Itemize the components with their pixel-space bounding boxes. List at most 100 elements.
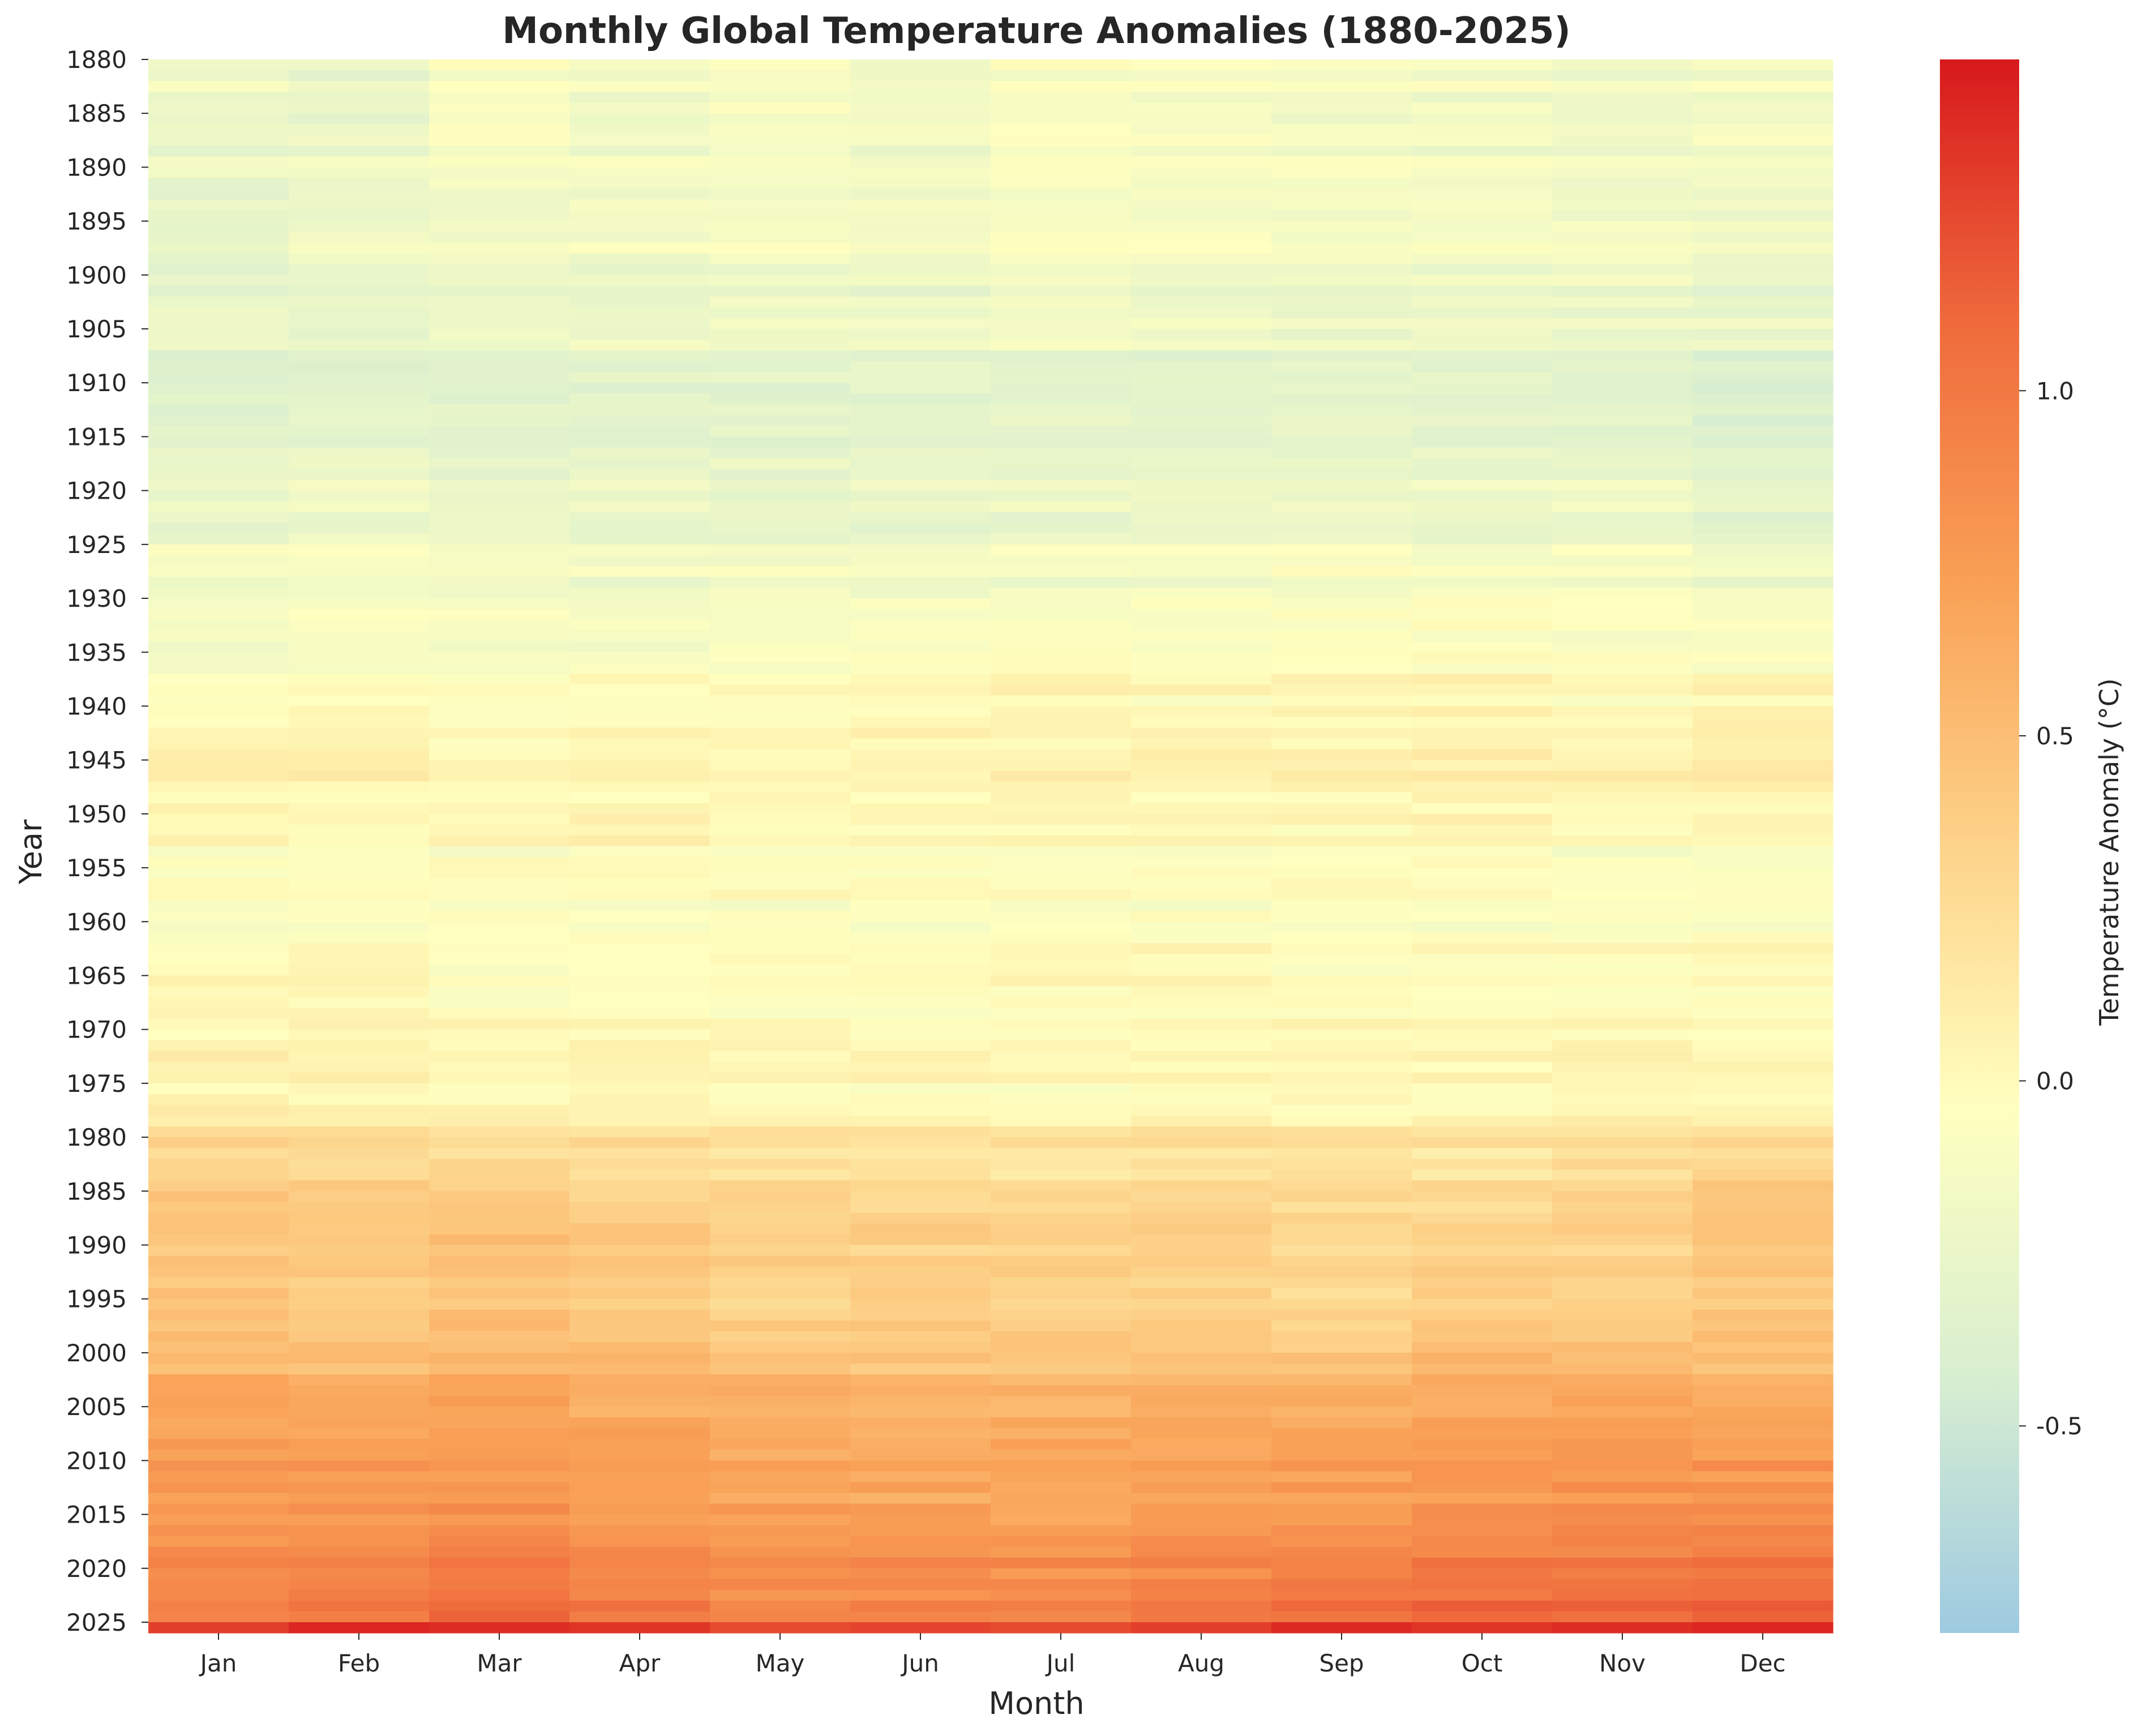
heatmap-cell: [1693, 1309, 1833, 1321]
heatmap-cell: [289, 1568, 430, 1580]
y-axis-ticks: 1880188518901895190019051910191519201925…: [66, 46, 148, 1636]
heatmap-cell: [1693, 102, 1833, 114]
heatmap-cell: [991, 997, 1132, 1009]
heatmap-cell: [1271, 1439, 1412, 1450]
heatmap-cell: [148, 479, 289, 491]
heatmap-cell: [289, 1298, 430, 1310]
heatmap-cell: [429, 178, 570, 190]
heatmap-cell: [1271, 340, 1412, 351]
heatmap-cell: [1693, 1589, 1833, 1601]
heatmap-cell: [569, 1589, 710, 1601]
heatmap-cell: [569, 813, 710, 825]
heatmap-cell: [569, 1212, 710, 1224]
heatmap-cell: [289, 232, 430, 243]
heatmap-cell: [710, 1234, 851, 1246]
chart-title: Monthly Global Temperature Anomalies (18…: [502, 10, 1571, 52]
heatmap-cell: [429, 1094, 570, 1105]
heatmap-cell: [710, 188, 851, 200]
heatmap-cell: [1552, 285, 1693, 297]
heatmap-cell: [1552, 1298, 1693, 1310]
heatmap-cell: [1552, 1191, 1693, 1202]
heatmap-cell: [289, 1546, 430, 1558]
heatmap-cell: [1412, 1104, 1553, 1116]
heatmap-cell: [1693, 70, 1833, 82]
heatmap-cell: [1412, 383, 1553, 394]
heatmap-cell: [289, 490, 430, 502]
heatmap-cell: [429, 1234, 570, 1246]
heatmap-cell: [289, 1363, 430, 1375]
heatmap-cell: [850, 1482, 991, 1494]
heatmap-cell: [1131, 253, 1272, 265]
heatmap-cell: [289, 760, 430, 771]
heatmap-cell: [148, 404, 289, 415]
heatmap-cell: [1131, 1471, 1272, 1483]
heatmap-cell: [569, 1557, 710, 1569]
heatmap-cell: [1131, 199, 1272, 211]
heatmap-cell: [1693, 199, 1833, 211]
heatmap-cell: [1271, 1137, 1412, 1148]
heatmap-cell: [1271, 717, 1412, 728]
heatmap-cell: [429, 1439, 570, 1450]
heatmap-cell: [148, 490, 289, 502]
heatmap-cell: [569, 124, 710, 135]
heatmap-cell: [1412, 1094, 1553, 1105]
heatmap-cell: [148, 145, 289, 157]
heatmap-cell: [710, 501, 851, 513]
heatmap-cell: [1552, 576, 1693, 588]
heatmap-cell: [429, 544, 570, 556]
heatmap-cell: [1271, 1212, 1412, 1224]
heatmap-cell: [1693, 1385, 1833, 1396]
heatmap-cell: [1693, 1234, 1833, 1246]
heatmap-cell: [1271, 70, 1412, 82]
heatmap-cell: [991, 609, 1132, 620]
heatmap-cell: [1412, 102, 1553, 114]
heatmap-cell: [850, 469, 991, 481]
heatmap-cell: [569, 738, 710, 750]
heatmap-cell: [991, 975, 1132, 987]
heatmap-cell: [1412, 426, 1553, 438]
heatmap-cell: [1412, 1331, 1553, 1343]
heatmap-cell: [850, 1503, 991, 1515]
heatmap-cell: [991, 1439, 1132, 1450]
heatmap-cell: [850, 1493, 991, 1504]
heatmap-cell: [1693, 145, 1833, 157]
heatmap-cell: [289, 770, 430, 782]
heatmap-cell: [1693, 1029, 1833, 1041]
heatmap-cell: [1131, 124, 1272, 135]
heatmap-cell: [710, 1471, 851, 1483]
heatmap-cell: [991, 188, 1132, 200]
heatmap-cell: [1552, 1374, 1693, 1386]
heatmap-cell: [569, 889, 710, 901]
y-tick-label: 1920: [66, 477, 127, 505]
heatmap-cell: [1131, 565, 1272, 577]
heatmap-cell: [1412, 1352, 1553, 1364]
heatmap-cell: [148, 522, 289, 534]
heatmap-cell: [1271, 738, 1412, 750]
heatmap-cell: [850, 1557, 991, 1569]
heatmap-cell: [1412, 92, 1553, 103]
heatmap-cell: [710, 986, 851, 998]
heatmap-cell: [429, 1298, 570, 1310]
heatmap-cell: [1412, 727, 1553, 739]
colorbar-label: Temperature Anomaly (°C): [2094, 678, 2124, 1026]
heatmap-cell: [569, 188, 710, 200]
heatmap-cell: [1271, 706, 1412, 718]
heatmap-cell: [850, 770, 991, 782]
heatmap-cell: [1412, 415, 1553, 426]
heatmap-cell: [289, 210, 430, 222]
heatmap-cell: [148, 706, 289, 718]
heatmap-cell: [1131, 706, 1272, 718]
heatmap-cell: [289, 124, 430, 135]
heatmap-cell: [289, 1029, 430, 1041]
heatmap-cell: [1131, 1417, 1272, 1429]
heatmap-cell: [850, 1450, 991, 1461]
heatmap-cell: [289, 997, 430, 1009]
heatmap-cell: [429, 813, 570, 825]
heatmap-cell: [710, 1223, 851, 1235]
heatmap-cell: [289, 738, 430, 750]
heatmap-cell: [991, 663, 1132, 674]
heatmap-cell: [991, 921, 1132, 933]
heatmap-cell: [1552, 565, 1693, 577]
heatmap-cell: [710, 1514, 851, 1526]
heatmap-cell: [850, 1245, 991, 1257]
